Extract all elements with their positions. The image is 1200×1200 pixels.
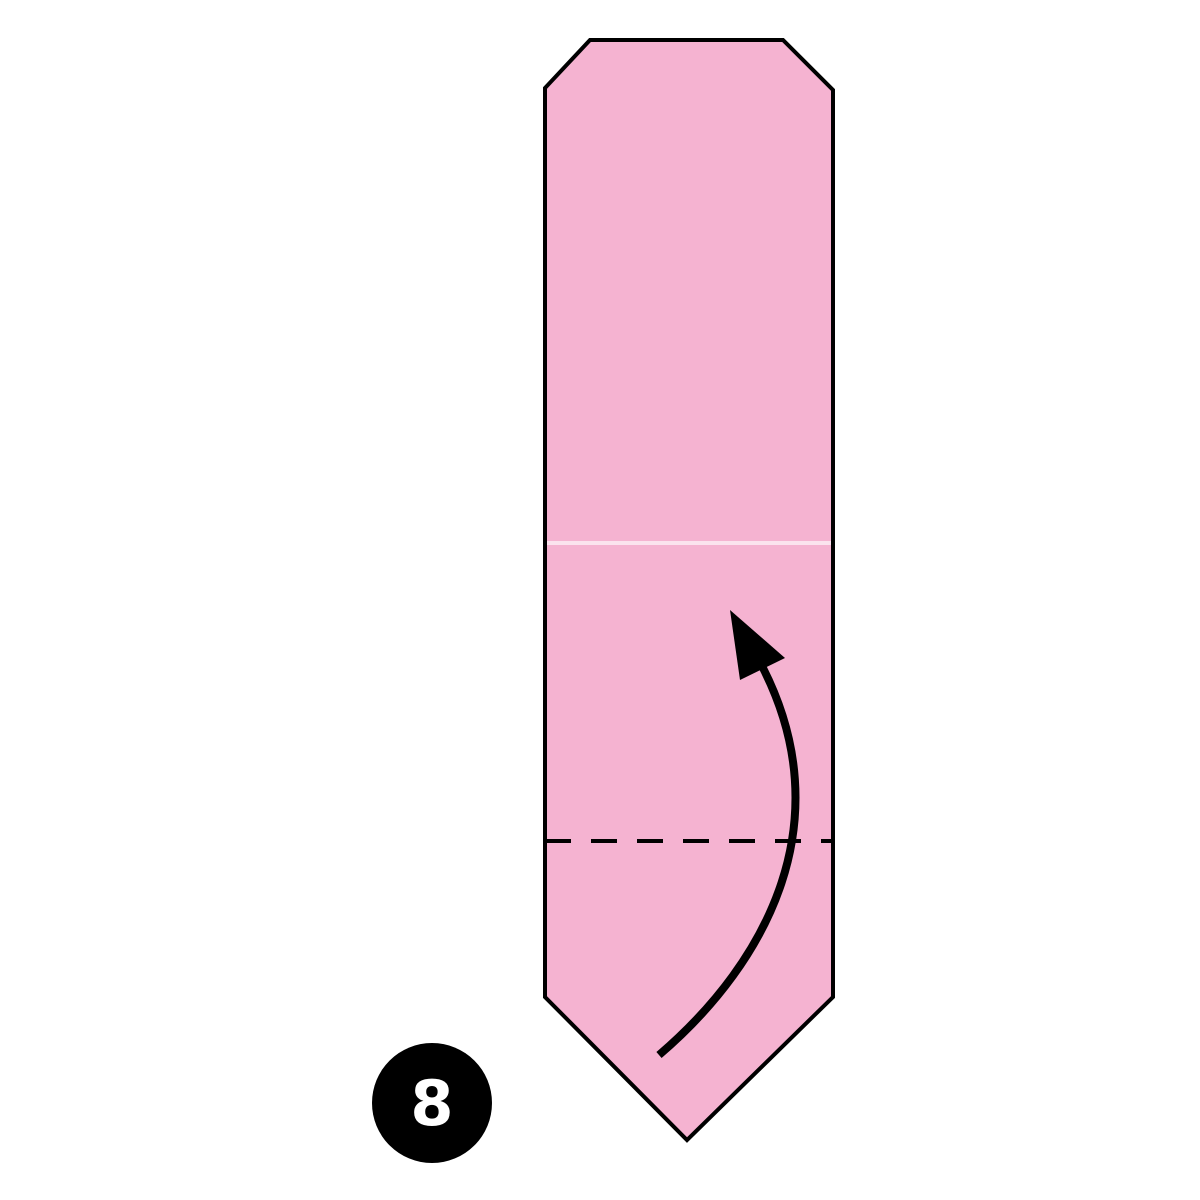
fold-up-arrow [656,610,800,1059]
step-badge: 8 [372,1043,492,1163]
arrow-head-icon [730,610,785,680]
step-badge-circle [372,1043,492,1163]
step-number: 8 [410,1067,453,1140]
arrow-shaft [656,666,800,1059]
paper-strip [543,38,835,1143]
